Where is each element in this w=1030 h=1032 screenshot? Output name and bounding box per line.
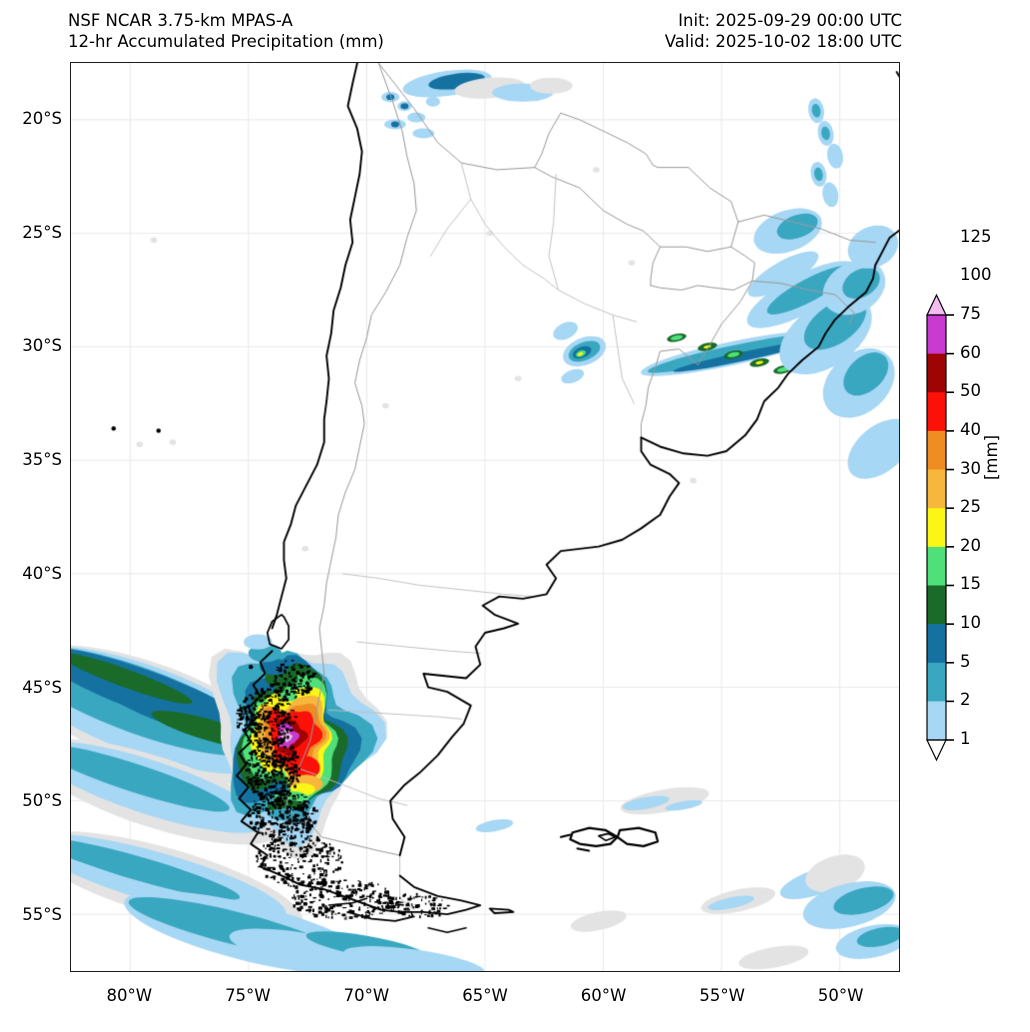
colorbar: [mm] 1 2 5 10 15 20 25 30 40 50 60 75 100 125 bbox=[920, 227, 1030, 774]
colorbar-tick-100: 100 bbox=[960, 265, 992, 285]
y-tick-25°S: 25°S bbox=[22, 222, 62, 242]
x-tick-65°W: 65°W bbox=[462, 986, 508, 1005]
colorbar-gradient bbox=[926, 293, 954, 762]
x-axis-labels: 80°W 75°W 70°W 65°W 60°W 55°W 50°W bbox=[0, 986, 1030, 1016]
colorbar-tick-10: 10 bbox=[960, 613, 981, 633]
x-tick-55°W: 55°W bbox=[699, 986, 745, 1005]
y-tick-40°S: 40°S bbox=[22, 563, 62, 583]
colorbar-tick-1: 1 bbox=[960, 729, 971, 748]
y-tick-50°S: 50°S bbox=[22, 791, 62, 811]
header-left-block: NSF NCAR 3.75-km MPAS-A 12-hr Accumulate… bbox=[68, 10, 384, 52]
precipitation-map bbox=[71, 63, 899, 971]
field-title: 12-hr Accumulated Precipitation (mm) bbox=[68, 32, 384, 51]
model-title: NSF NCAR 3.75-km MPAS-A bbox=[68, 11, 293, 30]
colorbar-tick-125: 125 bbox=[960, 226, 992, 246]
colorbar-tick-75: 75 bbox=[960, 304, 981, 323]
x-tick-70°W: 70°W bbox=[343, 986, 390, 1005]
x-tick-80°W: 80°W bbox=[106, 986, 153, 1005]
valid-time-label: Valid: 2025-10-02 18:00 UTC bbox=[664, 32, 902, 51]
colorbar-tick-50: 50 bbox=[960, 381, 981, 401]
colorbar-tick-40: 40 bbox=[960, 419, 981, 439]
header-right-block: Init: 2025-09-29 00:00 UTC Valid: 2025-1… bbox=[665, 10, 902, 52]
init-time-label: Init: 2025-09-29 00:00 UTC bbox=[678, 11, 902, 30]
colorbar-tick-5: 5 bbox=[960, 651, 971, 671]
y-tick-55°S: 55°S bbox=[22, 905, 62, 925]
colorbar-tick-60: 60 bbox=[960, 342, 981, 362]
colorbar-tick-30: 30 bbox=[960, 458, 981, 478]
map-plot-frame bbox=[70, 62, 900, 972]
colorbar-tick-20: 20 bbox=[960, 535, 981, 555]
y-tick-30°S: 30°S bbox=[22, 336, 62, 356]
y-tick-45°S: 45°S bbox=[22, 677, 62, 697]
y-axis-labels: 20°S 25°S 30°S 35°S 40°S 45°S 50°S 55°S bbox=[0, 0, 62, 1032]
y-tick-20°S: 20°S bbox=[22, 108, 62, 128]
x-tick-50°W: 50°W bbox=[817, 986, 864, 1005]
colorbar-axis-label: [mm] bbox=[982, 434, 1001, 480]
colorbar-tick-2: 2 bbox=[960, 690, 971, 710]
x-tick-75°W: 75°W bbox=[225, 986, 271, 1005]
colorbar-tick-25: 25 bbox=[960, 497, 981, 517]
x-tick-60°W: 60°W bbox=[580, 986, 627, 1005]
y-tick-35°S: 35°S bbox=[22, 450, 62, 470]
colorbar-tick-15: 15 bbox=[960, 574, 981, 594]
